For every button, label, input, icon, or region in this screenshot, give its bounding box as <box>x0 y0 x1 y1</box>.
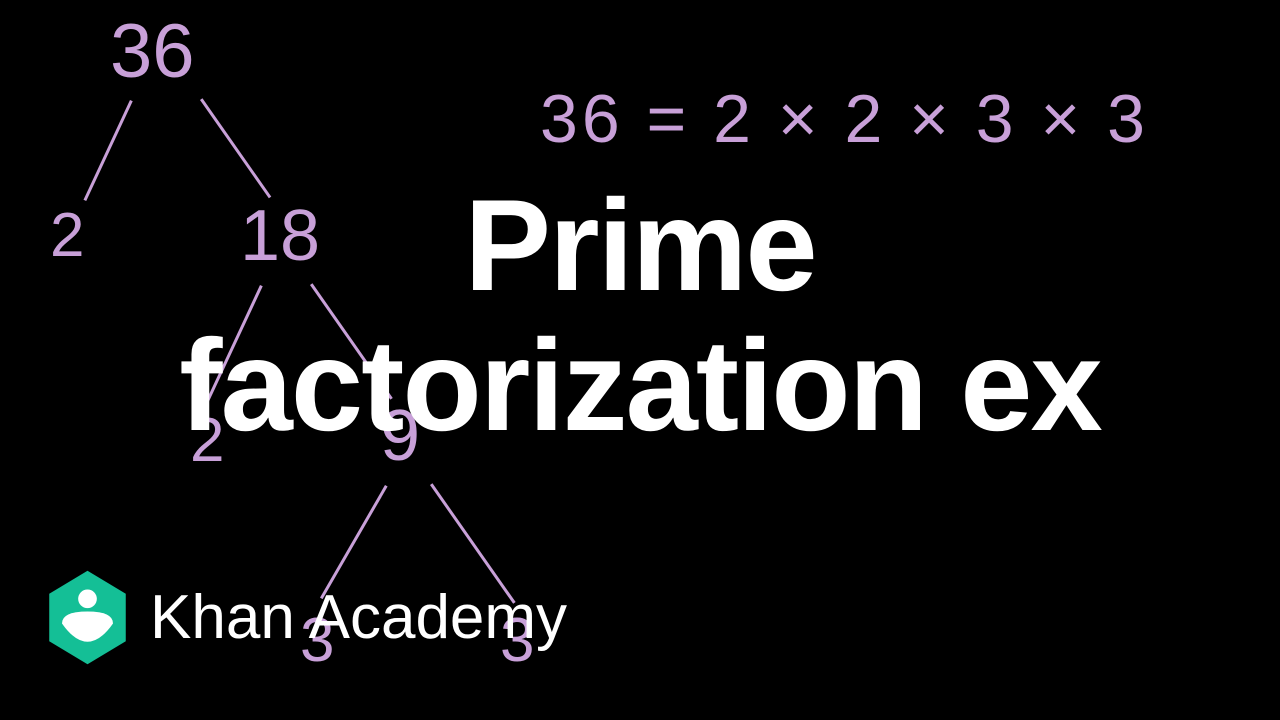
title-line1: Prime <box>0 170 1280 320</box>
title-line2: factorization ex <box>0 310 1280 460</box>
equation-text: 36 = 2 × 2 × 3 × 3 <box>540 80 1149 158</box>
brand-text: Khan Academy <box>150 582 567 653</box>
khan-academy-logo-icon <box>45 570 130 665</box>
tree-root: 36 <box>110 8 195 95</box>
brand-container: Khan Academy <box>45 570 567 665</box>
